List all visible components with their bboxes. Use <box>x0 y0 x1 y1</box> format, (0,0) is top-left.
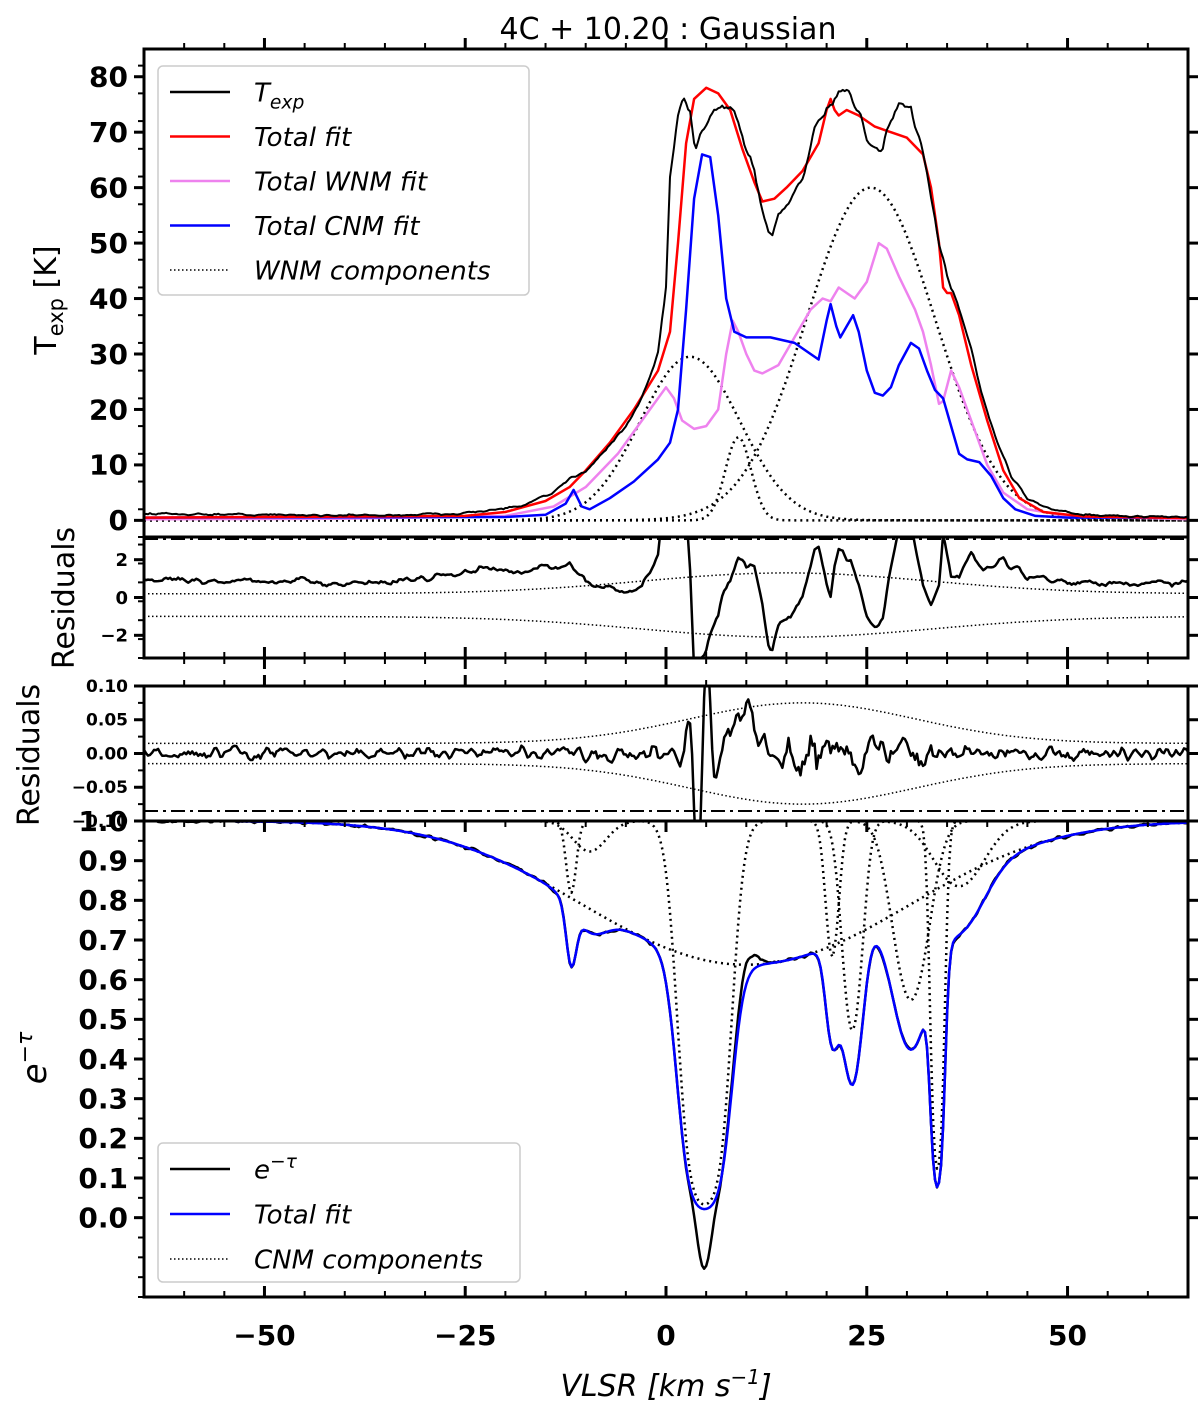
absorption-residual-band-lower <box>144 762 1188 805</box>
emission-residuals-ytick-label: 0 <box>115 588 128 609</box>
texp-observed-line <box>144 88 1188 519</box>
absorption-residuals-ytick-label: 0.00 <box>86 744 128 764</box>
absorption-residuals-plot-area <box>144 686 1188 821</box>
absorption-residual-band-upper <box>144 702 1188 745</box>
absorption-legend-label: e−τ <box>254 1151 298 1185</box>
emission-ytick-label: 0 <box>109 504 128 537</box>
cnm-component-4 <box>144 821 1188 1206</box>
x-tick-label: −50 <box>233 1319 295 1352</box>
absorption-ytick-label: 0.2 <box>78 1122 128 1155</box>
emission-residual-band-upper <box>144 572 1188 595</box>
emission-legend-label: Total fit <box>254 123 352 153</box>
absorption-ytick-label: 0.8 <box>78 884 128 917</box>
emission-residuals-panel: −2 0 2 <box>100 535 1198 669</box>
emission-plot-area <box>144 86 1188 522</box>
emission-ytick-label: 10 <box>89 449 128 482</box>
total-cnm-fit-line <box>144 153 1188 519</box>
absorption-ytick-label: 0.7 <box>78 924 128 957</box>
emission-legend-label: Texp <box>254 78 304 113</box>
absorption-residuals-ytick-label: −0.10 <box>72 812 128 832</box>
emission-ytick-label: 80 <box>89 61 128 94</box>
absorption-total-fit-line <box>144 821 1188 1211</box>
x-tick-label: 0 <box>656 1319 675 1352</box>
emission-residuals-plot-area <box>144 537 1188 658</box>
cnm-component-8 <box>144 821 1188 1170</box>
emission-residual-band-lower <box>144 615 1188 638</box>
absorption-ytick-label: 0.3 <box>78 1082 128 1115</box>
cnm-component-3 <box>144 821 1188 966</box>
absorption-ytick-label: 0.9 <box>78 844 128 877</box>
absorption-ytick-label: 1.0 <box>78 805 128 838</box>
y-axis-label-absorption-residuals: Residuals <box>12 684 47 826</box>
emission-ytick-label: 60 <box>89 171 128 204</box>
emission-legend-label: Total WNM fit <box>254 167 428 197</box>
emission-ytick-label: 50 <box>89 227 128 260</box>
y-axis-label-emission-residuals: Residuals <box>47 527 82 669</box>
y-axis-label-emission: Texp [K] <box>29 245 68 355</box>
absorption-residuals-panel: −0.10 −0.05 0.00 0.05 0.10 <box>72 675 1198 832</box>
emission-residuals-frame <box>142 535 1190 660</box>
total-wnm-fit-line <box>144 241 1188 521</box>
absorption-residuals-ytick-label: 0.05 <box>86 711 128 731</box>
absorption-ytick-label: 0.5 <box>78 1003 128 1036</box>
emission-ytick-label: 70 <box>89 116 128 149</box>
emission-ytick-label: 30 <box>89 338 128 371</box>
emission-ytick-label: 20 <box>89 393 128 426</box>
x-axis-label: VLSR [km s−1] <box>560 1365 771 1404</box>
cnm-component-5 <box>144 821 1188 959</box>
wnm-component-1 <box>144 355 1188 522</box>
emission-panel: 0 10 20 30 40 50 60 70 80 Texp Total fit Total WNM … <box>89 38 1198 539</box>
absorption-legend <box>157 1142 521 1283</box>
absorption-residuals-ytick-label: 0.10 <box>86 677 128 697</box>
absorption-ytick-label: 0.1 <box>78 1162 128 1195</box>
wnm-component-3 <box>144 186 1188 522</box>
absorption-ytick-label: 0.0 <box>78 1201 128 1234</box>
absorption-legend-label: CNM components <box>254 1245 483 1275</box>
emission-residuals-ytick-label: 2 <box>115 550 128 571</box>
absorption-plot-area <box>144 821 1188 1270</box>
figure-title: 4C + 10.20 : Gaussian <box>500 12 837 47</box>
cnm-component-6 <box>144 821 1188 1032</box>
absorption-ytick-label: 0.6 <box>78 963 128 996</box>
absorption-residual-line <box>144 686 1188 821</box>
x-tick-label: 50 <box>1048 1319 1087 1352</box>
x-tick-label: 25 <box>847 1319 886 1352</box>
emission-residuals-ytick-label: −2 <box>100 626 128 647</box>
emission-ytick-label: 40 <box>89 282 128 315</box>
x-tick-label: −25 <box>434 1319 496 1352</box>
emission-legend-label: WNM components <box>254 256 491 286</box>
absorption-panel: 0.0 0.1 0.2 0.3 0.4 0.5 0.6 0.7 0.8 0.9 1.0 −50 −25 0… <box>78 805 1198 1352</box>
emission-legend <box>157 65 530 296</box>
total-fit-line <box>144 86 1188 520</box>
emission-residual-line <box>144 537 1188 658</box>
absorption-ytick-label: 0.4 <box>78 1043 128 1076</box>
absorption-residuals-ytick-label: −0.05 <box>72 778 128 798</box>
absorption-legend-label: Total fit <box>254 1200 352 1230</box>
y-axis-label-absorption: e−τ <box>13 1031 55 1084</box>
emission-legend-label: Total CNM fit <box>254 212 420 242</box>
